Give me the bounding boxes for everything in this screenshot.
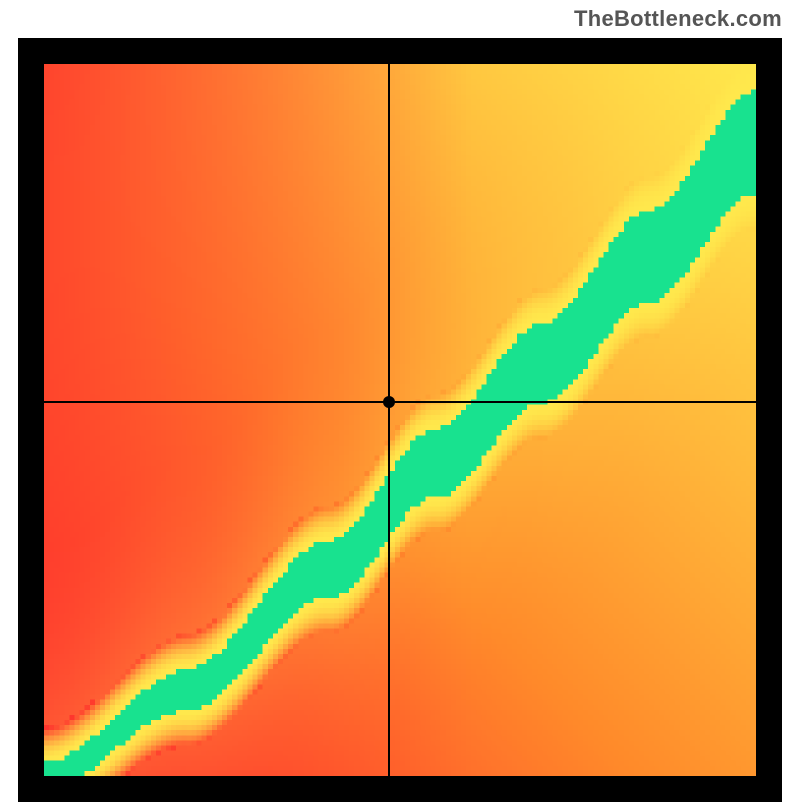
heatmap-canvas <box>44 64 756 776</box>
crosshair-horizontal <box>44 401 756 403</box>
crosshair-vertical <box>388 64 390 776</box>
chart-container: TheBottleneck.com <box>0 0 800 800</box>
attribution-text: TheBottleneck.com <box>574 6 782 32</box>
